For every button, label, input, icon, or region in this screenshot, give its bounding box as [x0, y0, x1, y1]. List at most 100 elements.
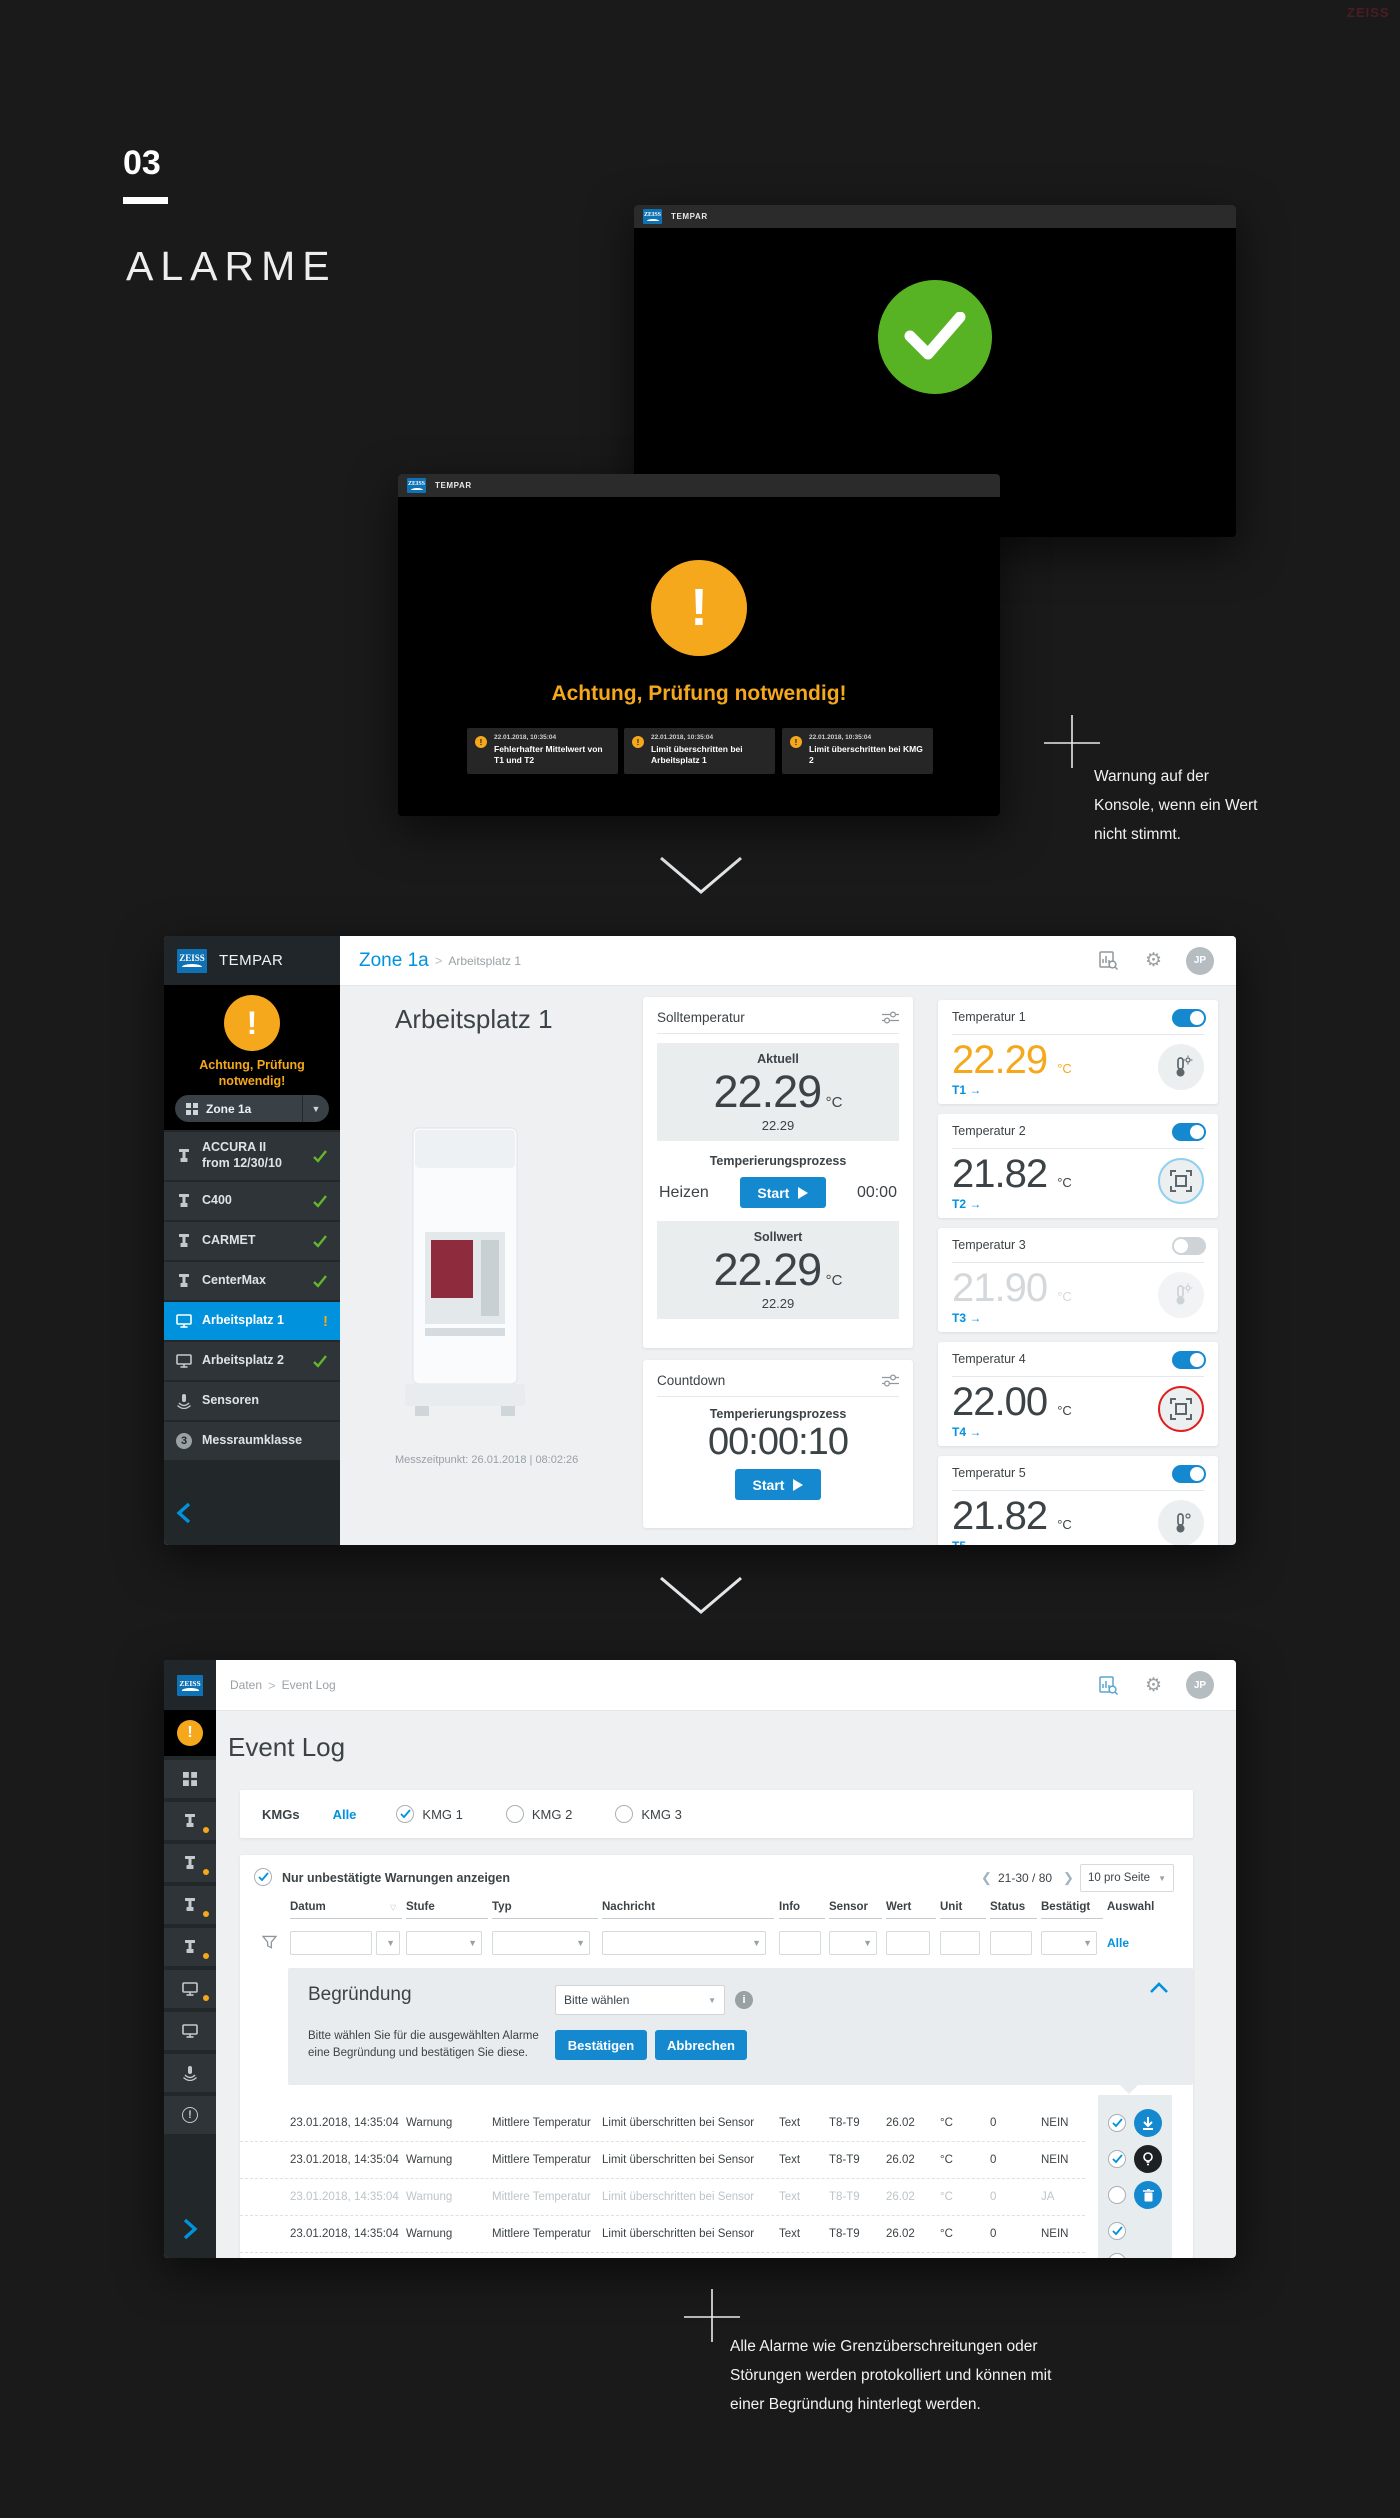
start-button[interactable]: Start — [735, 1469, 821, 1500]
sidebar-item-messraumklasse[interactable]: 3 Messraumklasse — [164, 1422, 340, 1460]
table-row[interactable]: 23.01.2018, 14:35:04 Warnung Mittlere Te… — [240, 2142, 1085, 2179]
sensor-toggle[interactable] — [1172, 1009, 1206, 1027]
avatar[interactable]: JP — [1186, 1671, 1214, 1699]
report-search-icon[interactable] — [1098, 950, 1119, 971]
sidebar-item-accura[interactable]: ACCURA II from 12/30/10 — [164, 1132, 340, 1180]
sensor-toggle[interactable] — [1172, 1237, 1206, 1255]
breadcrumb-zone[interactable]: Zone 1a — [359, 949, 429, 971]
kmg3-checkbox[interactable] — [615, 1805, 634, 1823]
sliders-icon[interactable] — [882, 1374, 899, 1387]
column-header[interactable]: Info — [779, 1901, 825, 1919]
filter-input-status[interactable] — [990, 1931, 1032, 1955]
breadcrumb-parent[interactable]: Daten — [230, 1678, 263, 1692]
row-checkbox[interactable] — [1108, 2222, 1126, 2240]
sidebar-item-carmet[interactable]: CARMET — [164, 1222, 340, 1260]
sidebar-alert-tile[interactable]: ! — [164, 1710, 216, 1756]
page-next-icon[interactable]: ❯ — [1063, 1870, 1074, 1885]
sensor-link[interactable]: T2 → — [952, 1197, 982, 1211]
row-checkbox[interactable] — [1108, 2114, 1126, 2132]
sensor-link[interactable]: T5 → — [952, 1539, 981, 1545]
sidebar-item-machine-3[interactable] — [164, 1886, 216, 1924]
sensor-toggle[interactable] — [1172, 1351, 1206, 1369]
column-header[interactable]: Datum — [290, 1901, 402, 1919]
row-checkbox[interactable] — [1108, 2186, 1126, 2204]
sidebar-item-c400[interactable]: C400 — [164, 1182, 340, 1220]
filter-select-stufe[interactable]: ▼ — [406, 1931, 482, 1955]
table-filter-row: ▼ ▼ ▼ ▼ ▼ ▼ Alle — [240, 1931, 1193, 1957]
sidebar-item-alarms[interactable]: ! — [164, 2096, 216, 2134]
report-search-icon[interactable] — [1098, 1675, 1119, 1696]
sensor-link[interactable]: T4 → — [952, 1425, 982, 1439]
filter-select-typ[interactable]: ▼ — [492, 1931, 590, 1955]
kmg2-checkbox[interactable] — [505, 1805, 524, 1823]
column-header[interactable]: Sensor — [829, 1901, 882, 1919]
sidebar-item-zones[interactable] — [164, 1760, 216, 1798]
filter-funnel-icon[interactable] — [262, 1935, 277, 1950]
column-header[interactable]: Status — [990, 1901, 1037, 1919]
filter-input-unit[interactable] — [940, 1931, 980, 1955]
alarm-toast[interactable]: ! 22.01.2018, 10:35:04 Fehlerhafter Mitt… — [467, 728, 618, 774]
sidebar-item-machine-2[interactable] — [164, 1844, 216, 1882]
sort-icon[interactable]: ▽ — [390, 1903, 397, 1912]
alarm-toast[interactable]: ! 22.01.2018, 10:35:04 Limit überschritt… — [782, 728, 933, 774]
filter-select-sensor[interactable]: ▼ — [829, 1931, 877, 1955]
filter-input-info[interactable] — [779, 1931, 821, 1955]
sidebar-item-arbeitsplatz-2[interactable]: Arbeitsplatz 2 — [164, 1342, 340, 1380]
sensor-link[interactable]: T1 → — [952, 1083, 982, 1097]
page-prev-icon[interactable]: ❮ — [981, 1870, 992, 1885]
per-page-select[interactable]: 10 pro Seite ▼ — [1080, 1864, 1174, 1892]
sensor-link[interactable]: T3 → — [952, 1311, 982, 1325]
sidebar-item-workstation-1[interactable] — [164, 1970, 216, 2008]
select-all-link[interactable]: Alle — [1107, 1936, 1130, 1950]
zone-selector[interactable]: Zone 1a ▼ — [175, 1095, 329, 1122]
kmg1-checkbox[interactable] — [396, 1805, 415, 1823]
download-button[interactable] — [1134, 2109, 1162, 2137]
sidebar-item-machine-1[interactable] — [164, 1802, 216, 1840]
cancel-button[interactable]: Abbrechen — [655, 2030, 747, 2060]
table-row[interactable]: 23.01.2018, 14:35:04 Warnung Mittlere Te… — [240, 2105, 1085, 2142]
temp-value: 21.90 — [952, 1266, 1048, 1310]
info-icon[interactable]: i — [735, 1991, 753, 2009]
reason-bulb-button[interactable] — [1134, 2145, 1162, 2173]
alarm-toast[interactable]: ! 22.01.2018, 10:35:04 Limit überschritt… — [624, 728, 775, 774]
delete-button[interactable] — [1134, 2181, 1162, 2209]
sensor-toggle[interactable] — [1172, 1123, 1206, 1141]
table-row[interactable]: 23.01.2018, 14:35:04 Warnung Mittlere Te… — [240, 2253, 1085, 2258]
row-checkbox[interactable] — [1108, 2150, 1126, 2168]
sidebar-item-sensors[interactable] — [164, 2054, 216, 2092]
reason-select[interactable]: Bitte wählen ▼ — [555, 1985, 725, 2015]
gear-icon[interactable]: ⚙ — [1144, 950, 1162, 971]
sliders-icon[interactable] — [882, 1011, 899, 1024]
filter-input-wert[interactable] — [886, 1931, 930, 1955]
column-header[interactable]: Typ — [492, 1901, 598, 1919]
column-header[interactable]: Nachricht — [602, 1901, 774, 1919]
avatar[interactable]: JP — [1186, 946, 1214, 975]
filter-input-datum[interactable] — [290, 1931, 372, 1955]
unconfirmed-filter-checkbox[interactable] — [254, 1868, 272, 1886]
column-header[interactable]: Stufe — [406, 1901, 488, 1919]
filter-select-bestaetigt[interactable]: ▼ — [1041, 1931, 1097, 1955]
measurement-caption: Messzeitpunkt: 26.01.2018 | 08:02:26 — [395, 1454, 579, 1466]
table-row[interactable]: 23.01.2018, 14:35:04 Warnung Mittlere Te… — [240, 2216, 1085, 2253]
table-row[interactable]: 23.01.2018, 14:35:04 Warnung Mittlere Te… — [240, 2179, 1085, 2216]
confirm-button[interactable]: Bestätigen — [555, 2030, 647, 2060]
sidebar-item-centermax[interactable]: CenterMax — [164, 1262, 340, 1300]
kmg-all-link[interactable]: Alle — [332, 1806, 357, 1822]
sidebar-item-machine-4[interactable] — [164, 1928, 216, 1966]
filter-select-nachricht[interactable]: ▼ — [602, 1931, 766, 1955]
column-header[interactable]: Unit — [940, 1901, 986, 1919]
sidebar-item-sensoren[interactable]: Sensoren — [164, 1382, 340, 1420]
sidebar-item-arbeitsplatz-1[interactable]: Arbeitsplatz 1 ! — [164, 1302, 340, 1340]
start-button[interactable]: Start — [739, 1177, 826, 1208]
column-header[interactable]: Wert — [886, 1901, 936, 1919]
sensor-icon — [183, 2066, 197, 2081]
sidebar-item-workstation-2[interactable] — [164, 2012, 216, 2050]
collapse-sidebar-chevron-icon[interactable] — [176, 1502, 192, 1524]
expand-sidebar-chevron-icon[interactable] — [182, 2218, 198, 2240]
gear-icon[interactable]: ⚙ — [1144, 1674, 1162, 1696]
column-header[interactable]: Bestätigt — [1041, 1901, 1103, 1919]
chevron-down-icon[interactable]: ▼ — [311, 1103, 321, 1114]
collapse-panel-chevron-up-icon[interactable] — [1149, 1982, 1169, 1994]
filter-select-datum[interactable]: ▼ — [376, 1931, 400, 1955]
sensor-toggle[interactable] — [1172, 1465, 1206, 1483]
